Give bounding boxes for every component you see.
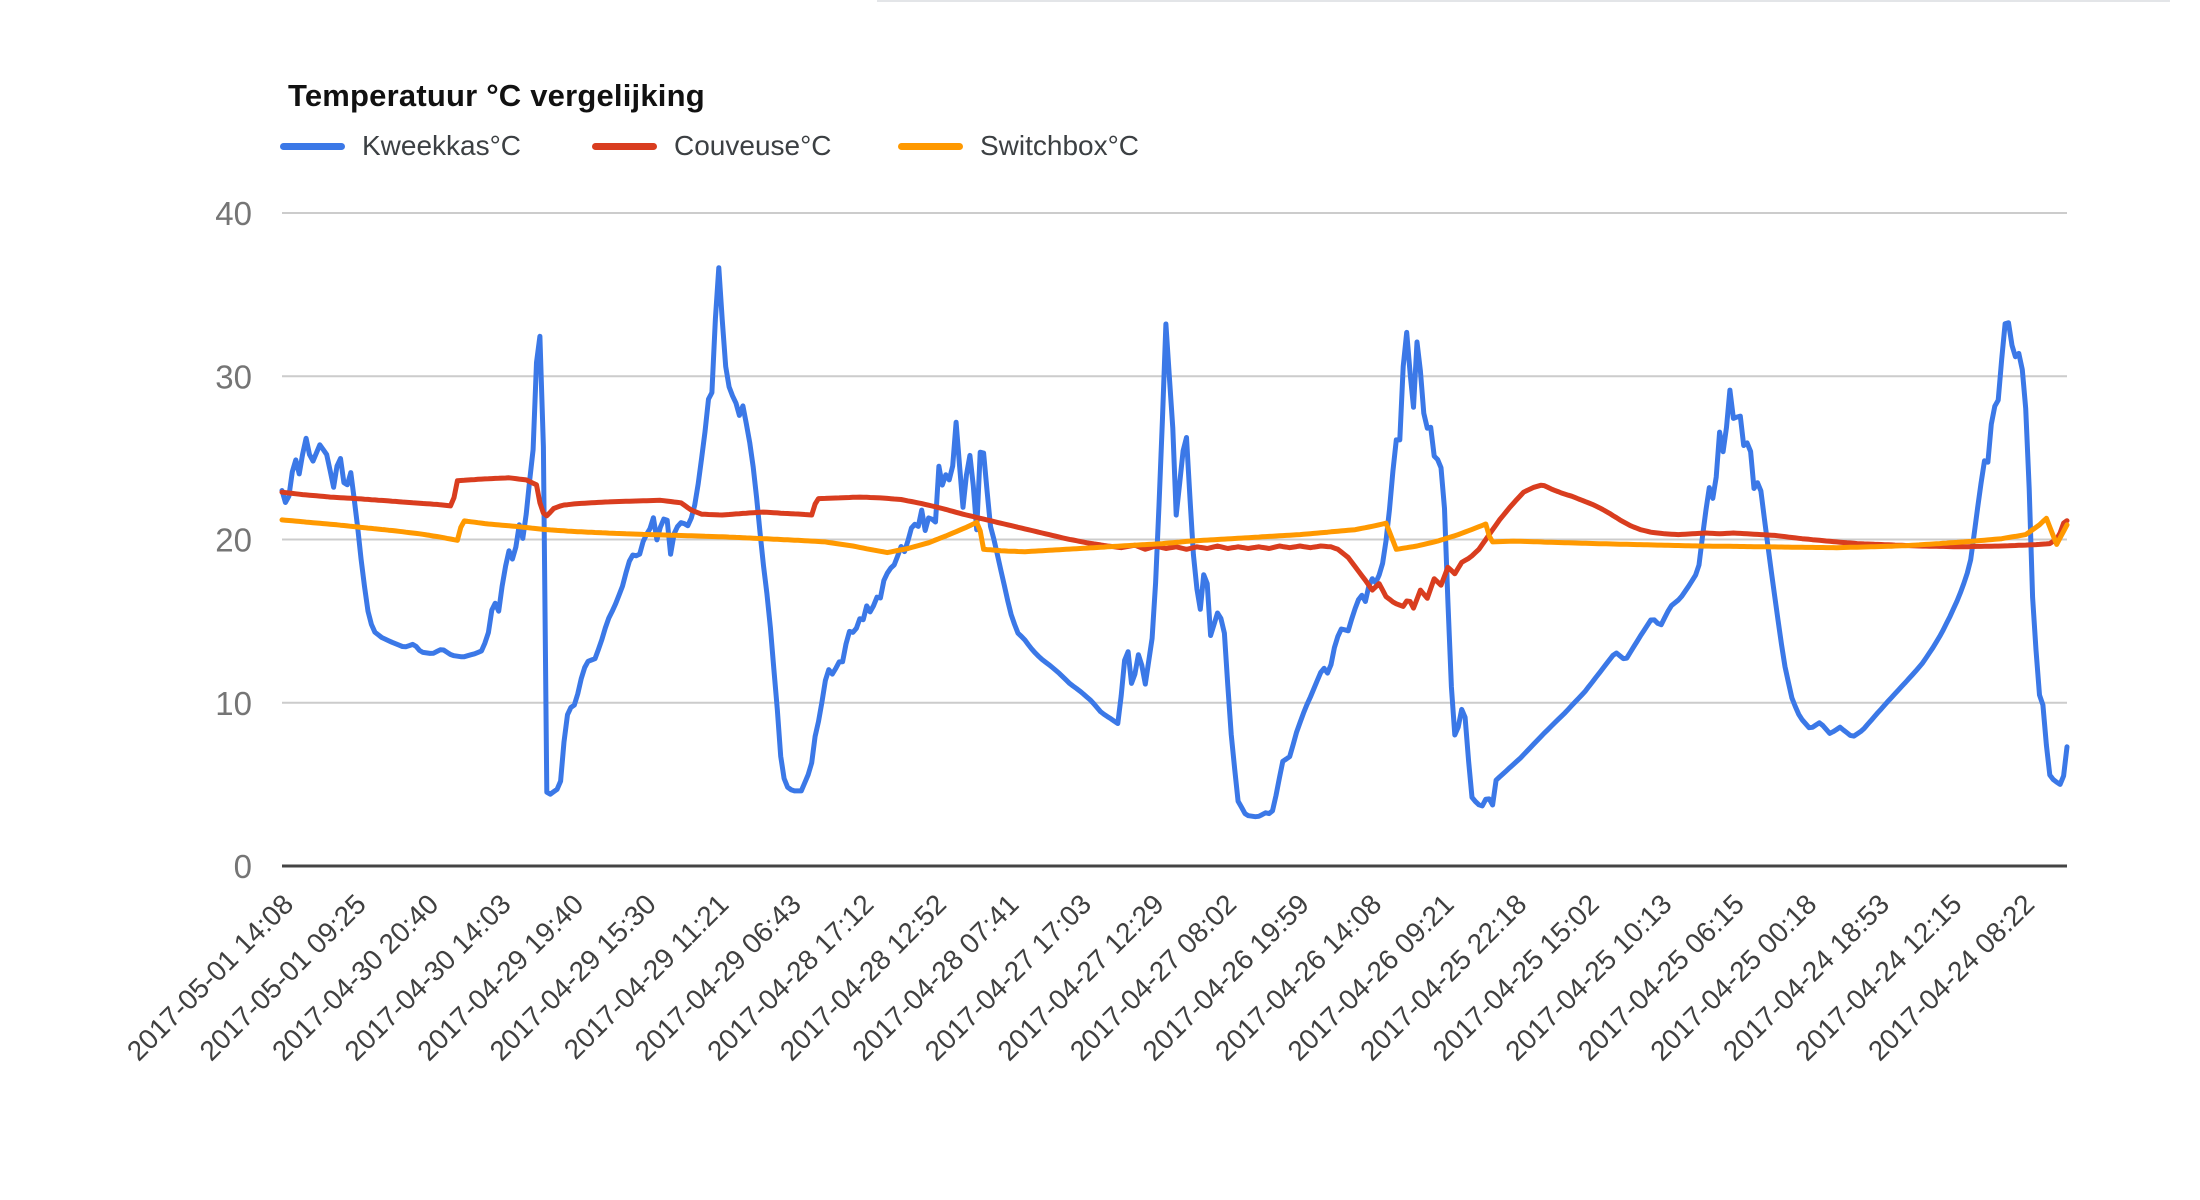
couveuse-series-swatch: [592, 142, 657, 150]
y-tick-label-30: 30: [215, 358, 252, 395]
legend-label-couveuse: Couveuse°C: [674, 130, 832, 161]
legend-item-couveuse[interactable]: Couveuse°C: [592, 130, 832, 162]
series-line-kweekkasc[interactable]: [279, 265, 2070, 820]
y-tick-label-0: 0: [234, 848, 252, 885]
series-line-couveusec[interactable]: [279, 475, 2070, 611]
legend-item-kweekkas[interactable]: Kweekkas°C: [280, 130, 521, 162]
legend-label-switchbox: Switchbox°C: [980, 130, 1140, 161]
y-tick-label-20: 20: [215, 522, 252, 559]
switchbox-series-swatch: [898, 142, 963, 150]
legend-label-kweekkas: Kweekkas°C: [362, 130, 522, 161]
legend-item-switchbox[interactable]: Switchbox°C: [898, 130, 1139, 162]
top-divider-line: [877, 0, 2170, 2]
kweekkas-series-swatch: [280, 142, 345, 150]
chart-title: Temperatuur °C vergelijking: [288, 78, 705, 113]
series-line-switchboxc[interactable]: [279, 515, 2070, 556]
y-tick-label-10: 10: [215, 685, 252, 722]
y-tick-label-40: 40: [215, 195, 252, 232]
